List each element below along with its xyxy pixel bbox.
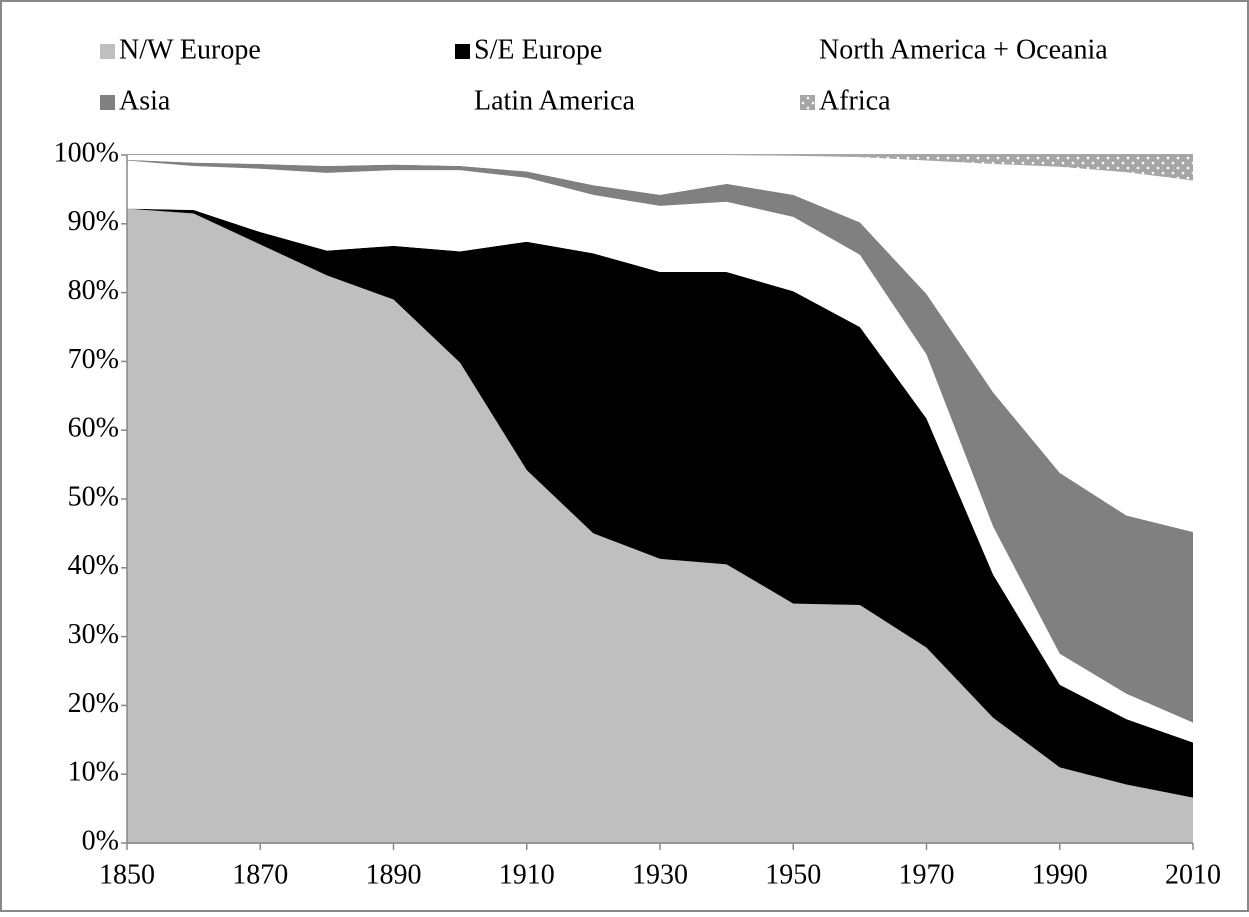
legend-label: Africa [819,85,891,116]
legend-marker [100,95,115,110]
x-tick-label: 2010 [1165,859,1221,890]
x-tick-label: 1970 [899,859,955,890]
y-tick-label: 50% [68,481,119,512]
area [127,155,1193,533]
area [127,155,1193,181]
y-tick-label: 70% [68,344,119,375]
x-tick-label: 1910 [499,859,555,890]
legend-marker [455,95,470,110]
legend-label: Asia [119,85,171,116]
x-tick-label: 1870 [232,859,288,890]
legend-label: Latin America [474,85,636,116]
x-tick-label: 1950 [765,859,821,890]
legend-marker [100,44,115,59]
y-tick-label: 20% [68,688,119,719]
x-tick-label: 1850 [99,859,155,890]
legend-marker [800,95,815,110]
legend-label: North America + Oceania [819,34,1108,65]
area [127,208,1193,798]
area [127,208,1193,843]
y-tick-label: 90% [68,206,119,237]
y-tick-label: 40% [68,550,119,581]
area [127,160,1193,743]
y-tick-label: 80% [68,275,119,306]
y-tick-label: 10% [68,757,119,788]
x-tick-label: 1890 [366,859,422,890]
y-tick-label: 30% [68,619,119,650]
x-tick-label: 1990 [1032,859,1088,890]
legend-marker [455,44,470,59]
area [127,159,1193,723]
legend-marker [800,44,815,59]
y-tick-label: 0% [82,825,119,856]
legend-label: N/W Europe [119,34,261,65]
y-tick-label: 60% [68,413,119,444]
legend-label: S/E Europe [474,34,602,65]
x-tick-label: 1930 [632,859,688,890]
y-tick-label: 100% [54,137,119,168]
